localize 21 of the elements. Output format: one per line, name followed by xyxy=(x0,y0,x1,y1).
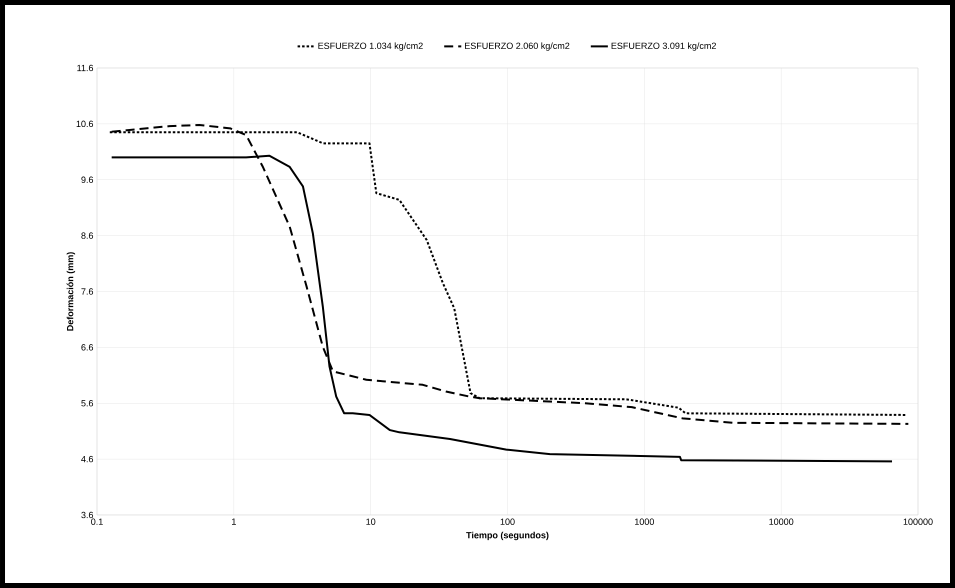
y-tick-label: 11.6 xyxy=(77,64,94,72)
x-tick-label: 100000 xyxy=(904,518,933,525)
x-tick-label: 10000 xyxy=(769,518,794,525)
legend-label: ESFUERZO 1.034 kg/cm2 xyxy=(318,42,423,51)
y-tick-label: 6.6 xyxy=(81,344,94,351)
y-tick-label: 9.6 xyxy=(81,176,94,183)
x-tick-label: 1000 xyxy=(635,518,654,525)
y-tick-label: 5.6 xyxy=(81,400,94,406)
x-tick-label: 100 xyxy=(500,518,515,525)
legend-label: ESFUERZO 3.091 kg/cm2 xyxy=(612,42,716,51)
x-axis-title: Tiempo (segundos) xyxy=(466,532,548,540)
y-tick-label: 4.6 xyxy=(81,456,94,462)
x-tick-label: 10 xyxy=(366,518,376,525)
legend-label: ESFUERZO 2.060 kg/cm2 xyxy=(465,42,570,51)
y-tick-label: 3.6 xyxy=(81,512,94,518)
x-tick-label: 0.1 xyxy=(91,518,103,525)
y-tick-label: 10.6 xyxy=(76,120,94,128)
y-tick-label: 8.6 xyxy=(81,232,94,239)
y-tick-label: 7.6 xyxy=(81,288,94,295)
x-tick-label: 1 xyxy=(232,518,236,525)
y-axis-title: Deformación (mm) xyxy=(66,252,76,331)
